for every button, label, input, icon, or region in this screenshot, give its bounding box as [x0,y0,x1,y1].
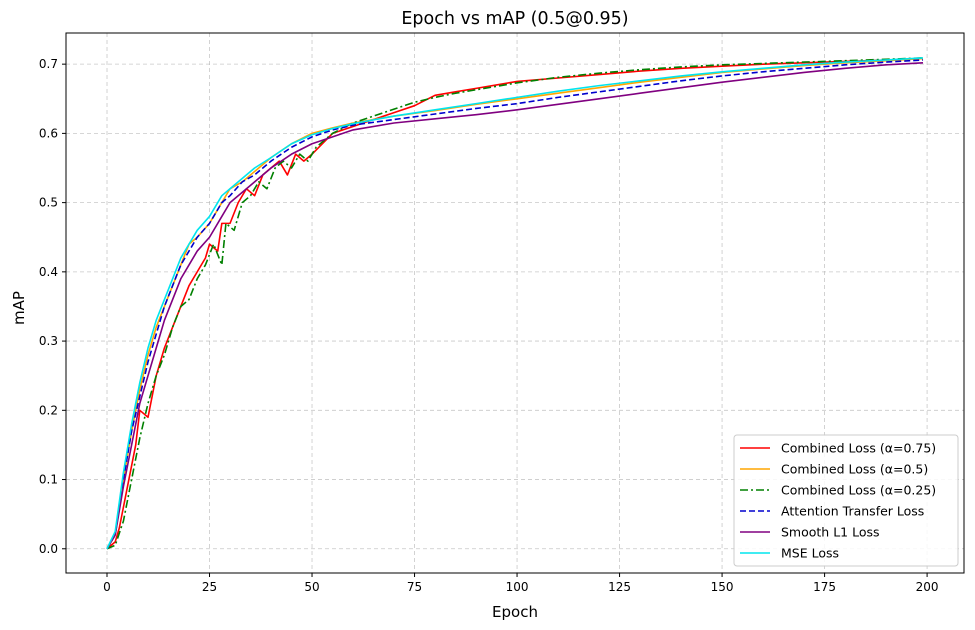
series-line [106,57,924,550]
series-layer [106,57,924,550]
y-tick-label: 0.1 [39,473,58,487]
series-line [106,57,924,550]
legend: Combined Loss (α=0.75) Combined Loss (α=0… [733,434,959,567]
y-tick-label: 0.5 [39,196,58,210]
x-tick-label: 100 [506,580,529,594]
y-axis-label: mAP [10,291,28,325]
x-tick-label: 125 [608,580,631,594]
y-tick-label: 0.7 [39,57,58,71]
legend-label: Attention Transfer Loss [781,504,924,519]
legend-label: Combined Loss (α=0.75) [781,441,936,456]
x-tick-label: 25 [202,580,217,594]
legend-box [733,434,959,567]
x-axis: 0 25 50 75 100 125 150 175 200 [103,573,939,594]
x-tick-label: 200 [916,580,939,594]
x-tick-label: 75 [407,580,422,594]
chart-title: Epoch vs mAP (0.5@0.95) [401,9,628,29]
y-tick-label: 0.3 [39,334,58,348]
y-tick-label: 0.4 [39,265,58,279]
y-tick-label: 0.2 [39,403,58,417]
x-tick-label: 0 [103,580,111,594]
x-tick-label: 50 [304,580,319,594]
x-tick-label: 175 [813,580,836,594]
plot-frame [65,32,965,574]
grid [66,33,964,573]
series-line [106,61,924,550]
x-tick-label: 150 [711,580,734,594]
legend-label: Smooth L1 Loss [781,525,880,540]
legend-label: Combined Loss (α=0.25) [781,483,936,498]
legend-label: Combined Loss (α=0.5) [781,462,928,477]
series-line [106,59,924,550]
legend-label: MSE Loss [781,546,839,561]
series-line [106,57,924,550]
y-tick-label: 0.0 [39,542,58,556]
y-tick-label: 0.6 [39,126,58,140]
x-axis-label: Epoch [492,603,538,621]
y-axis: 0.0 0.1 0.2 0.3 0.4 0.5 0.6 0.7 [39,57,66,556]
